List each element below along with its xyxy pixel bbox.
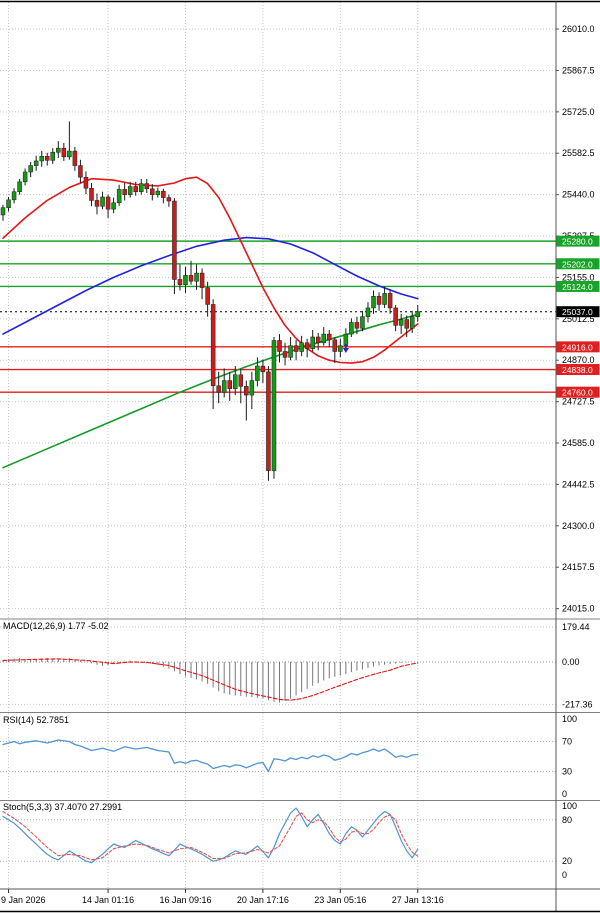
price-axis: 26010.025867.525725.025582.525440.025297…	[556, 24, 595, 614]
svg-text:100: 100	[562, 801, 577, 811]
stoch-d-line	[2, 810, 419, 861]
trade-marker-arrow	[342, 343, 349, 353]
candlestick-series	[0, 121, 420, 481]
svg-text:16 Jan 09:16: 16 Jan 09:16	[159, 895, 211, 905]
svg-text:25280.0: 25280.0	[562, 237, 593, 247]
svg-text:24300.0: 24300.0	[562, 521, 595, 531]
svg-text:27 Jan 13:16: 27 Jan 13:16	[392, 895, 444, 905]
svg-text:25012.5: 25012.5	[562, 314, 595, 324]
svg-text:0: 0	[562, 870, 567, 880]
fast-ma-line	[2, 176, 419, 364]
svg-text:24760.0: 24760.0	[562, 388, 593, 398]
svg-text:26010.0: 26010.0	[562, 24, 595, 34]
svg-text:80: 80	[562, 815, 572, 825]
svg-text:23 Jan 05:16: 23 Jan 05:16	[314, 895, 366, 905]
macd-indicator-label: MACD(12,26,9) 1.77 -5.02	[3, 621, 109, 631]
svg-text:24838.0: 24838.0	[562, 365, 593, 375]
svg-text:25725.0: 25725.0	[562, 107, 595, 117]
svg-text:25037.0: 25037.0	[562, 307, 593, 317]
svg-text:24157.5: 24157.5	[562, 562, 595, 572]
svg-text:24442.5: 24442.5	[562, 479, 595, 489]
svg-text:0: 0	[562, 789, 567, 799]
svg-text:70: 70	[562, 737, 572, 747]
indicator-axes: 179.44 0.00 -217.36 100 70 30 0 100 80 20 0	[562, 622, 593, 880]
rsi-indicator-label: RSI(14) 52.7851	[3, 715, 70, 725]
price-level-labels: 25280.0 25202.0 25124.0 24916.0 24838.0 24760…	[556, 235, 600, 398]
slow-ma-line	[2, 313, 419, 469]
svg-text:-217.36: -217.36	[562, 699, 593, 709]
svg-text:25155.0: 25155.0	[562, 272, 595, 282]
svg-text:24015.0: 24015.0	[562, 604, 595, 614]
svg-text:25202.0: 25202.0	[562, 259, 593, 269]
macd-signal-line	[2, 658, 419, 701]
svg-text:179.44: 179.44	[562, 622, 590, 632]
svg-text:25124.0: 25124.0	[562, 282, 593, 292]
stoch-indicator-label: Stoch(5,3,3) 37.4070 27.2991	[3, 802, 123, 812]
svg-text:24916.0: 24916.0	[562, 342, 593, 352]
svg-text:0.00: 0.00	[562, 657, 580, 667]
svg-text:9 Jan 2026: 9 Jan 2026	[1, 895, 46, 905]
svg-text:25867.5: 25867.5	[562, 65, 595, 75]
svg-text:30: 30	[562, 767, 572, 777]
mid-ma-line	[2, 236, 419, 335]
grid-lines	[0, 2, 556, 889]
rsi-line	[2, 739, 419, 773]
svg-text:24870.0: 24870.0	[562, 355, 595, 365]
svg-text:25440.0: 25440.0	[562, 190, 595, 200]
svg-text:20: 20	[562, 856, 572, 866]
stoch-k-line	[2, 807, 419, 864]
time-axis: 9 Jan 2026 14 Jan 01:16 16 Jan 09:16 20 Jan…	[1, 889, 444, 905]
svg-text:25582.5: 25582.5	[562, 148, 595, 158]
svg-text:20 Jan 17:16: 20 Jan 17:16	[237, 895, 289, 905]
svg-text:100: 100	[562, 714, 577, 724]
svg-text:14 Jan 01:16: 14 Jan 01:16	[82, 895, 134, 905]
svg-text:24585.0: 24585.0	[562, 438, 595, 448]
svg-text:24727.5: 24727.5	[562, 397, 595, 407]
